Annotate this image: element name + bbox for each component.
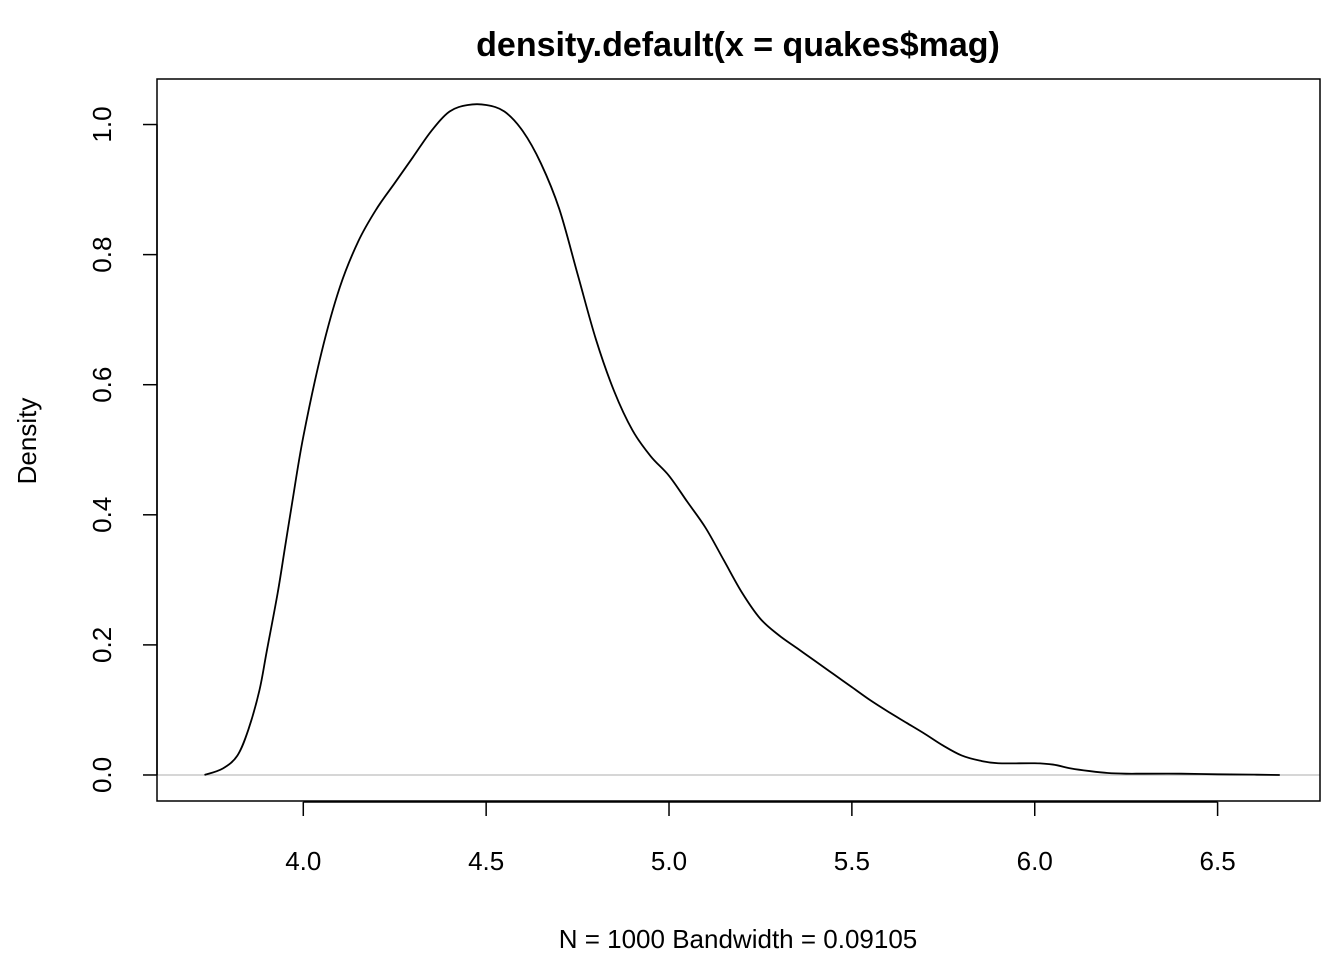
chart-title: density.default(x = quakes$mag) — [476, 26, 1000, 64]
x-tick-label: 6.5 — [1200, 846, 1236, 876]
y-tick-label: 0.4 — [87, 497, 117, 533]
x-tick-label: 4.0 — [285, 846, 321, 876]
x-tick-label: 6.0 — [1017, 846, 1053, 876]
y-axis-label: Density — [12, 398, 42, 485]
y-axis: 0.0 0.2 0.4 0.6 0.8 1.0 — [87, 106, 158, 793]
density-curve — [204, 103, 1280, 776]
plot-frame — [156, 78, 1321, 802]
x-axis: 4.0 4.5 5.0 5.5 6.0 6.5 — [285, 801, 1236, 876]
x-axis-label: N = 1000 Bandwidth = 0.09105 — [559, 924, 918, 954]
y-tick-label: 0.6 — [87, 367, 117, 403]
y-tick-label: 0.8 — [87, 237, 117, 273]
plot-area — [156, 78, 1321, 802]
x-tick-label: 5.0 — [651, 846, 687, 876]
x-tick-label: 5.5 — [834, 846, 870, 876]
y-tick-label: 0.2 — [87, 627, 117, 663]
y-tick-label: 0.0 — [87, 757, 117, 793]
x-tick-label: 4.5 — [468, 846, 504, 876]
y-tick-label: 1.0 — [87, 106, 117, 142]
